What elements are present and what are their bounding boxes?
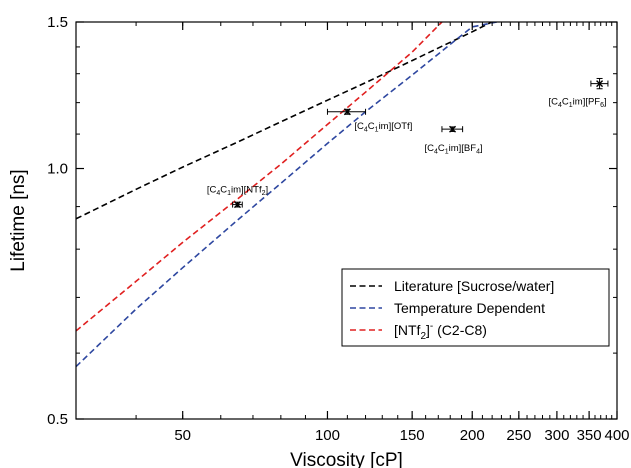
point-label: [C4C1im][PF6]: [548, 97, 606, 110]
x-tick-label: 400: [604, 427, 629, 444]
x-axis: 50 100 150 200 250 300 350 400: [75, 22, 630, 444]
x-tick-label: 150: [400, 427, 425, 444]
legend-label: Literature [Sucrose/water]: [394, 278, 554, 294]
legend-label: [NTf2]- (C2-C8): [394, 321, 487, 342]
y-axis: 0.5 1.0 1.5: [47, 14, 617, 428]
series-line-1: [76, 22, 494, 220]
x-tick-label: 300: [544, 427, 569, 444]
x-axis-title: Viscosity [cP]: [290, 450, 403, 468]
legend-label: Temperature Dependent: [394, 300, 545, 316]
data-point: [C4C1im][OTf]: [326, 108, 412, 134]
y-axis-title: Lifetime [ns]: [8, 169, 29, 271]
point-marker: [343, 108, 351, 116]
x-tick-label: 50: [174, 427, 191, 444]
point-label: [C4C1im][NTf2]: [207, 185, 268, 198]
plot-border: [75, 21, 618, 420]
point-marker: [596, 80, 604, 88]
point-marker: [233, 201, 241, 209]
x-tick-label: 350: [577, 427, 602, 444]
point-label: [C4C1im][OTf]: [354, 121, 412, 134]
legend-box: [341, 268, 610, 347]
data-points: [C4C1im][NTf2] [C4C1im][OTf] [C4C1im][BF4]…: [207, 77, 609, 209]
series-line-3: [76, 22, 444, 332]
x-tick-label: 250: [506, 427, 531, 444]
y-tick-label: 1.0: [47, 161, 68, 178]
legend: Literature [Sucrose/water] Temperature De…: [341, 268, 610, 347]
curves: [76, 22, 497, 368]
y-tick-label: 1.5: [47, 14, 68, 31]
data-point: [C4C1im][BF4]: [424, 125, 483, 156]
x-tick-label: 100: [315, 427, 340, 444]
data-point: [C4C1im][PF6]: [548, 77, 609, 110]
y-tick-label: 0.5: [47, 411, 68, 428]
x-tick-label: 200: [460, 427, 485, 444]
plot-frame: [75, 21, 618, 420]
point-label: [C4C1im][BF4]: [424, 143, 482, 156]
data-point: [C4C1im][NTf2]: [207, 185, 268, 209]
series-line-2: [76, 22, 497, 368]
point-marker: [449, 125, 457, 133]
